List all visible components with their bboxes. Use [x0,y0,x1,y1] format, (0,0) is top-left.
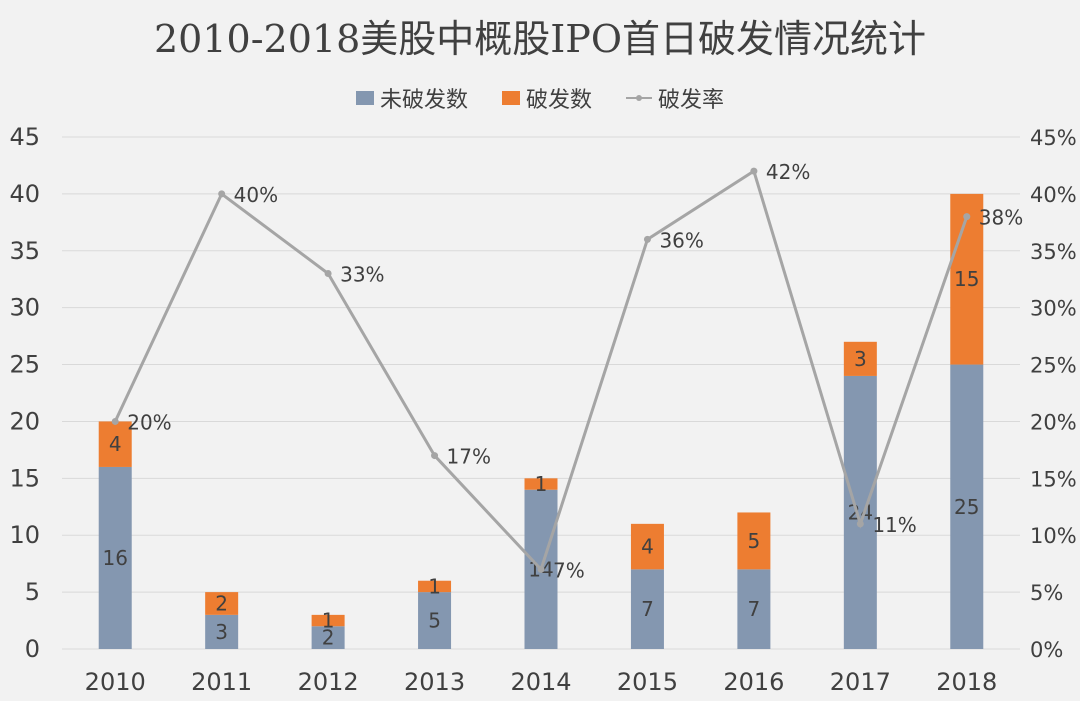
x-tick-label: 2013 [404,668,465,696]
bar-label-broken: 3 [854,347,867,371]
y-left-tick-label: 40 [9,180,40,208]
bar-label-broken: 1 [428,574,441,598]
bar-broken [524,478,558,490]
bar-label-unbroken: 2 [322,626,335,650]
legend-swatch-unbroken [355,91,374,105]
bar-unbroken [630,569,664,649]
legend-item-broken: 破发数 [501,82,592,114]
rate-label: 33% [340,263,384,287]
bar-broken [418,580,452,593]
bar-unbroken [950,364,984,649]
y-left-tick-label: 35 [9,237,40,265]
bar-label-unbroken: 3 [215,620,228,644]
bar-broken [737,512,771,570]
legend-label-unbroken: 未破发数 [379,88,468,113]
bar-broken [98,421,132,467]
y-right-tick-label: 10% [1030,524,1077,548]
x-tick-label: 2014 [510,668,571,696]
x-tick-label: 2016 [723,668,784,696]
rate-label: 17% [447,445,491,469]
rate-label: 36% [659,228,703,252]
bar-broken [205,592,239,615]
legend-swatch-broken [501,91,520,105]
bar-label-broken: 4 [109,432,122,456]
y-left-tick-label: 10 [9,521,40,549]
x-tick-label: 2017 [830,668,891,696]
y-left-tick-label: 20 [9,407,40,435]
rate-point [111,417,119,425]
y-right-tick-label: 45% [1030,126,1077,150]
x-tick-label: 2012 [298,668,359,696]
y-left-tick-label: 25 [9,351,40,379]
legend-swatch-rate [626,95,652,101]
bar-broken [630,523,664,570]
rate-point [963,213,971,221]
rate-point [643,235,651,243]
legend-item-unbroken: 未破发数 [355,82,468,114]
bar-broken [950,193,984,365]
bar-label-unbroken: 5 [428,609,441,633]
bar-unbroken [205,614,239,649]
legend-item-rate: 破发率 [626,82,724,114]
bar-label-broken: 15 [954,267,979,291]
rate-point [431,452,439,460]
y-left-tick-label: 15 [9,464,40,492]
bar-unbroken [418,592,452,649]
rate-label: 11% [872,513,916,537]
x-tick-label: 2011 [191,668,252,696]
y-right-tick-label: 25% [1030,354,1077,378]
rate-label: 40% [234,183,278,207]
x-tick-label: 2015 [617,668,678,696]
bar-label-broken: 2 [215,591,228,615]
y-right-tick-label: 0% [1030,638,1063,662]
bar-unbroken [311,626,345,649]
bar-label-broken: 5 [748,529,761,553]
rate-point [856,520,864,528]
y-right-tick-label: 35% [1030,240,1077,264]
rate-point [750,167,758,175]
rate-label: 7% [553,558,585,582]
bar-label-broken: 1 [322,609,335,633]
bar-label-unbroken: 7 [748,597,761,621]
rate-point [218,190,226,198]
bar-label-unbroken: 25 [954,495,979,519]
y-right-tick-label: 15% [1030,467,1077,491]
bar-label-unbroken: 16 [102,546,127,570]
y-left-tick-label: 0 [25,635,40,663]
y-right-tick-label: 30% [1030,297,1077,321]
x-tick-label: 2018 [936,668,997,696]
legend: 未破发数 破发数 破发率 [0,82,1080,114]
y-left-tick-label: 30 [9,294,40,322]
bar-broken [311,614,345,627]
rate-point [324,270,332,278]
bar-label-broken: 1 [535,472,548,496]
y-right-tick-label: 20% [1030,410,1077,434]
rate-label: 20% [127,410,171,434]
bar-unbroken [737,569,771,649]
rate-point [537,565,545,573]
rate-label: 42% [766,160,810,184]
y-right-tick-label: 40% [1030,183,1077,207]
bar-broken [843,341,877,376]
legend-label-rate: 破发率 [658,88,725,113]
rate-label: 38% [979,206,1023,230]
bar-unbroken [843,375,877,649]
legend-label-broken: 破发数 [525,88,592,113]
bar-label-unbroken: 7 [641,597,654,621]
x-tick-label: 2010 [85,668,146,696]
bar-unbroken [98,466,132,649]
chart-title: 2010-2018美股中概股IPO首日破发情况统计 [154,17,926,61]
bar-label-broken: 4 [641,535,654,559]
y-right-tick-label: 5% [1030,581,1063,605]
y-left-tick-label: 45 [9,123,40,151]
y-left-tick-label: 5 [25,578,40,606]
